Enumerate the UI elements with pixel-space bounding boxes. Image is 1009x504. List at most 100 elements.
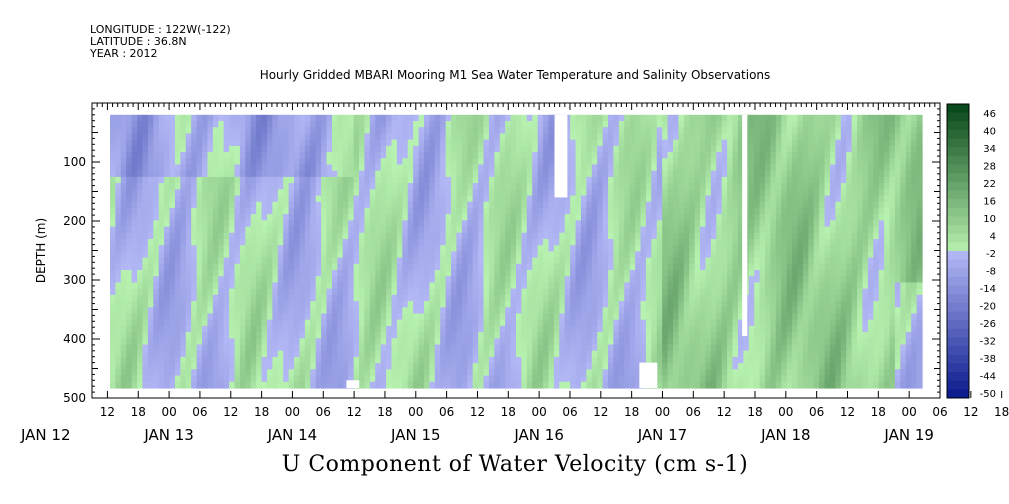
heatmap-cell: [202, 251, 209, 259]
heatmap-cell: [348, 145, 355, 153]
heatmap-cell: [115, 350, 122, 358]
heatmap-cell: [445, 158, 452, 166]
heatmap-cell: [266, 139, 273, 147]
heatmap-cell: [131, 276, 138, 284]
heatmap-cell: [359, 356, 366, 364]
heatmap-cell: [288, 207, 295, 215]
heatmap-cell: [559, 288, 566, 296]
heatmap-cell: [359, 319, 366, 327]
heatmap-cell: [234, 164, 241, 172]
heatmap-cell: [245, 220, 252, 228]
heatmap-cell: [537, 183, 544, 190]
heatmap-cell: [413, 152, 420, 159]
heatmap-cell: [191, 319, 198, 327]
heatmap-cell: [120, 350, 127, 358]
heatmap-cell: [283, 189, 290, 197]
heatmap-cell: [559, 232, 566, 240]
heatmap-cell: [369, 121, 376, 128]
heatmap-cell: [310, 121, 317, 128]
heatmap-cell: [656, 270, 663, 277]
heatmap-cell: [147, 288, 154, 296]
heatmap-cell: [456, 363, 463, 370]
heatmap-cell: [445, 338, 452, 346]
heatmap-cell: [137, 139, 144, 147]
heatmap-cell: [277, 245, 284, 252]
heatmap-cell: [229, 152, 236, 159]
heatmap-cell: [212, 170, 219, 178]
heatmap-cell: [423, 313, 430, 321]
heatmap-cell: [570, 325, 577, 333]
heatmap-cell: [591, 114, 598, 122]
heatmap-cell: [423, 164, 430, 172]
heatmap-cell: [386, 363, 393, 370]
heatmap-cell: [570, 226, 577, 234]
heatmap-cell: [391, 375, 398, 383]
heatmap-cell: [245, 344, 252, 352]
heatmap-cell: [337, 363, 344, 370]
heatmap-cell: [245, 251, 252, 259]
heatmap-cell: [380, 133, 387, 141]
heatmap-cell: [451, 152, 458, 159]
heatmap-cell: [191, 158, 198, 166]
heatmap-cell: [553, 301, 560, 308]
heatmap-cell: [337, 201, 344, 209]
heatmap-cell: [478, 301, 485, 308]
heatmap-cell: [158, 189, 165, 197]
heatmap-cell: [147, 301, 154, 308]
heatmap-cell: [429, 121, 436, 128]
heatmap-cell: [694, 139, 701, 147]
heatmap-cell: [672, 276, 679, 284]
heatmap-cell: [261, 139, 268, 147]
heatmap-cell: [478, 375, 485, 383]
heatmap-cell: [586, 232, 593, 240]
heatmap-cell: [532, 152, 539, 159]
heatmap-cell: [618, 288, 625, 296]
heatmap-cell: [283, 381, 290, 389]
heatmap-cell: [635, 214, 642, 221]
heatmap-cell: [656, 363, 663, 370]
heatmap-cell: [700, 189, 707, 197]
heatmap-cell: [386, 170, 393, 178]
heatmap-cell: [413, 363, 420, 370]
heatmap-cell: [353, 350, 360, 358]
heatmap-cell: [461, 121, 468, 128]
heatmap-cell: [218, 164, 225, 172]
heatmap-cell: [369, 214, 376, 221]
heatmap-cell: [407, 338, 414, 346]
heatmap-cell: [147, 251, 154, 259]
heatmap-cell: [142, 245, 149, 252]
heatmap-cell: [364, 238, 371, 246]
heatmap-cell: [689, 319, 696, 327]
heatmap-cell: [283, 176, 290, 184]
heatmap-cell: [272, 152, 279, 159]
heatmap-cell: [635, 276, 642, 284]
heatmap-cell: [342, 214, 349, 221]
heatmap-cell: [678, 270, 685, 277]
heatmap-cell: [158, 313, 165, 321]
heatmap-cell: [423, 332, 430, 339]
heatmap-cell: [689, 133, 696, 141]
heatmap-cell: [645, 152, 652, 159]
heatmap-cell: [375, 288, 382, 296]
heatmap-cell: [478, 313, 485, 321]
heatmap-cell: [353, 338, 360, 346]
heatmap-cell: [694, 232, 701, 240]
heatmap-cell: [597, 189, 604, 197]
heatmap-cell: [304, 356, 311, 364]
heatmap-cell: [315, 332, 322, 339]
heatmap-cell: [586, 356, 593, 364]
heatmap-cell: [315, 381, 322, 389]
heatmap-cell: [304, 127, 311, 135]
heatmap-cell: [109, 251, 116, 259]
heatmap-cell: [191, 152, 198, 159]
heatmap-cell: [353, 189, 360, 197]
heatmap-cell: [337, 338, 344, 346]
heatmap-cell: [478, 369, 485, 377]
heatmap-cell: [564, 145, 571, 153]
heatmap-cell: [494, 232, 501, 240]
heatmap-cell: [256, 288, 263, 296]
heatmap-cell: [635, 294, 642, 302]
heatmap-cell: [109, 356, 116, 364]
heatmap-cell: [223, 170, 230, 178]
heatmap-cell: [716, 369, 723, 377]
